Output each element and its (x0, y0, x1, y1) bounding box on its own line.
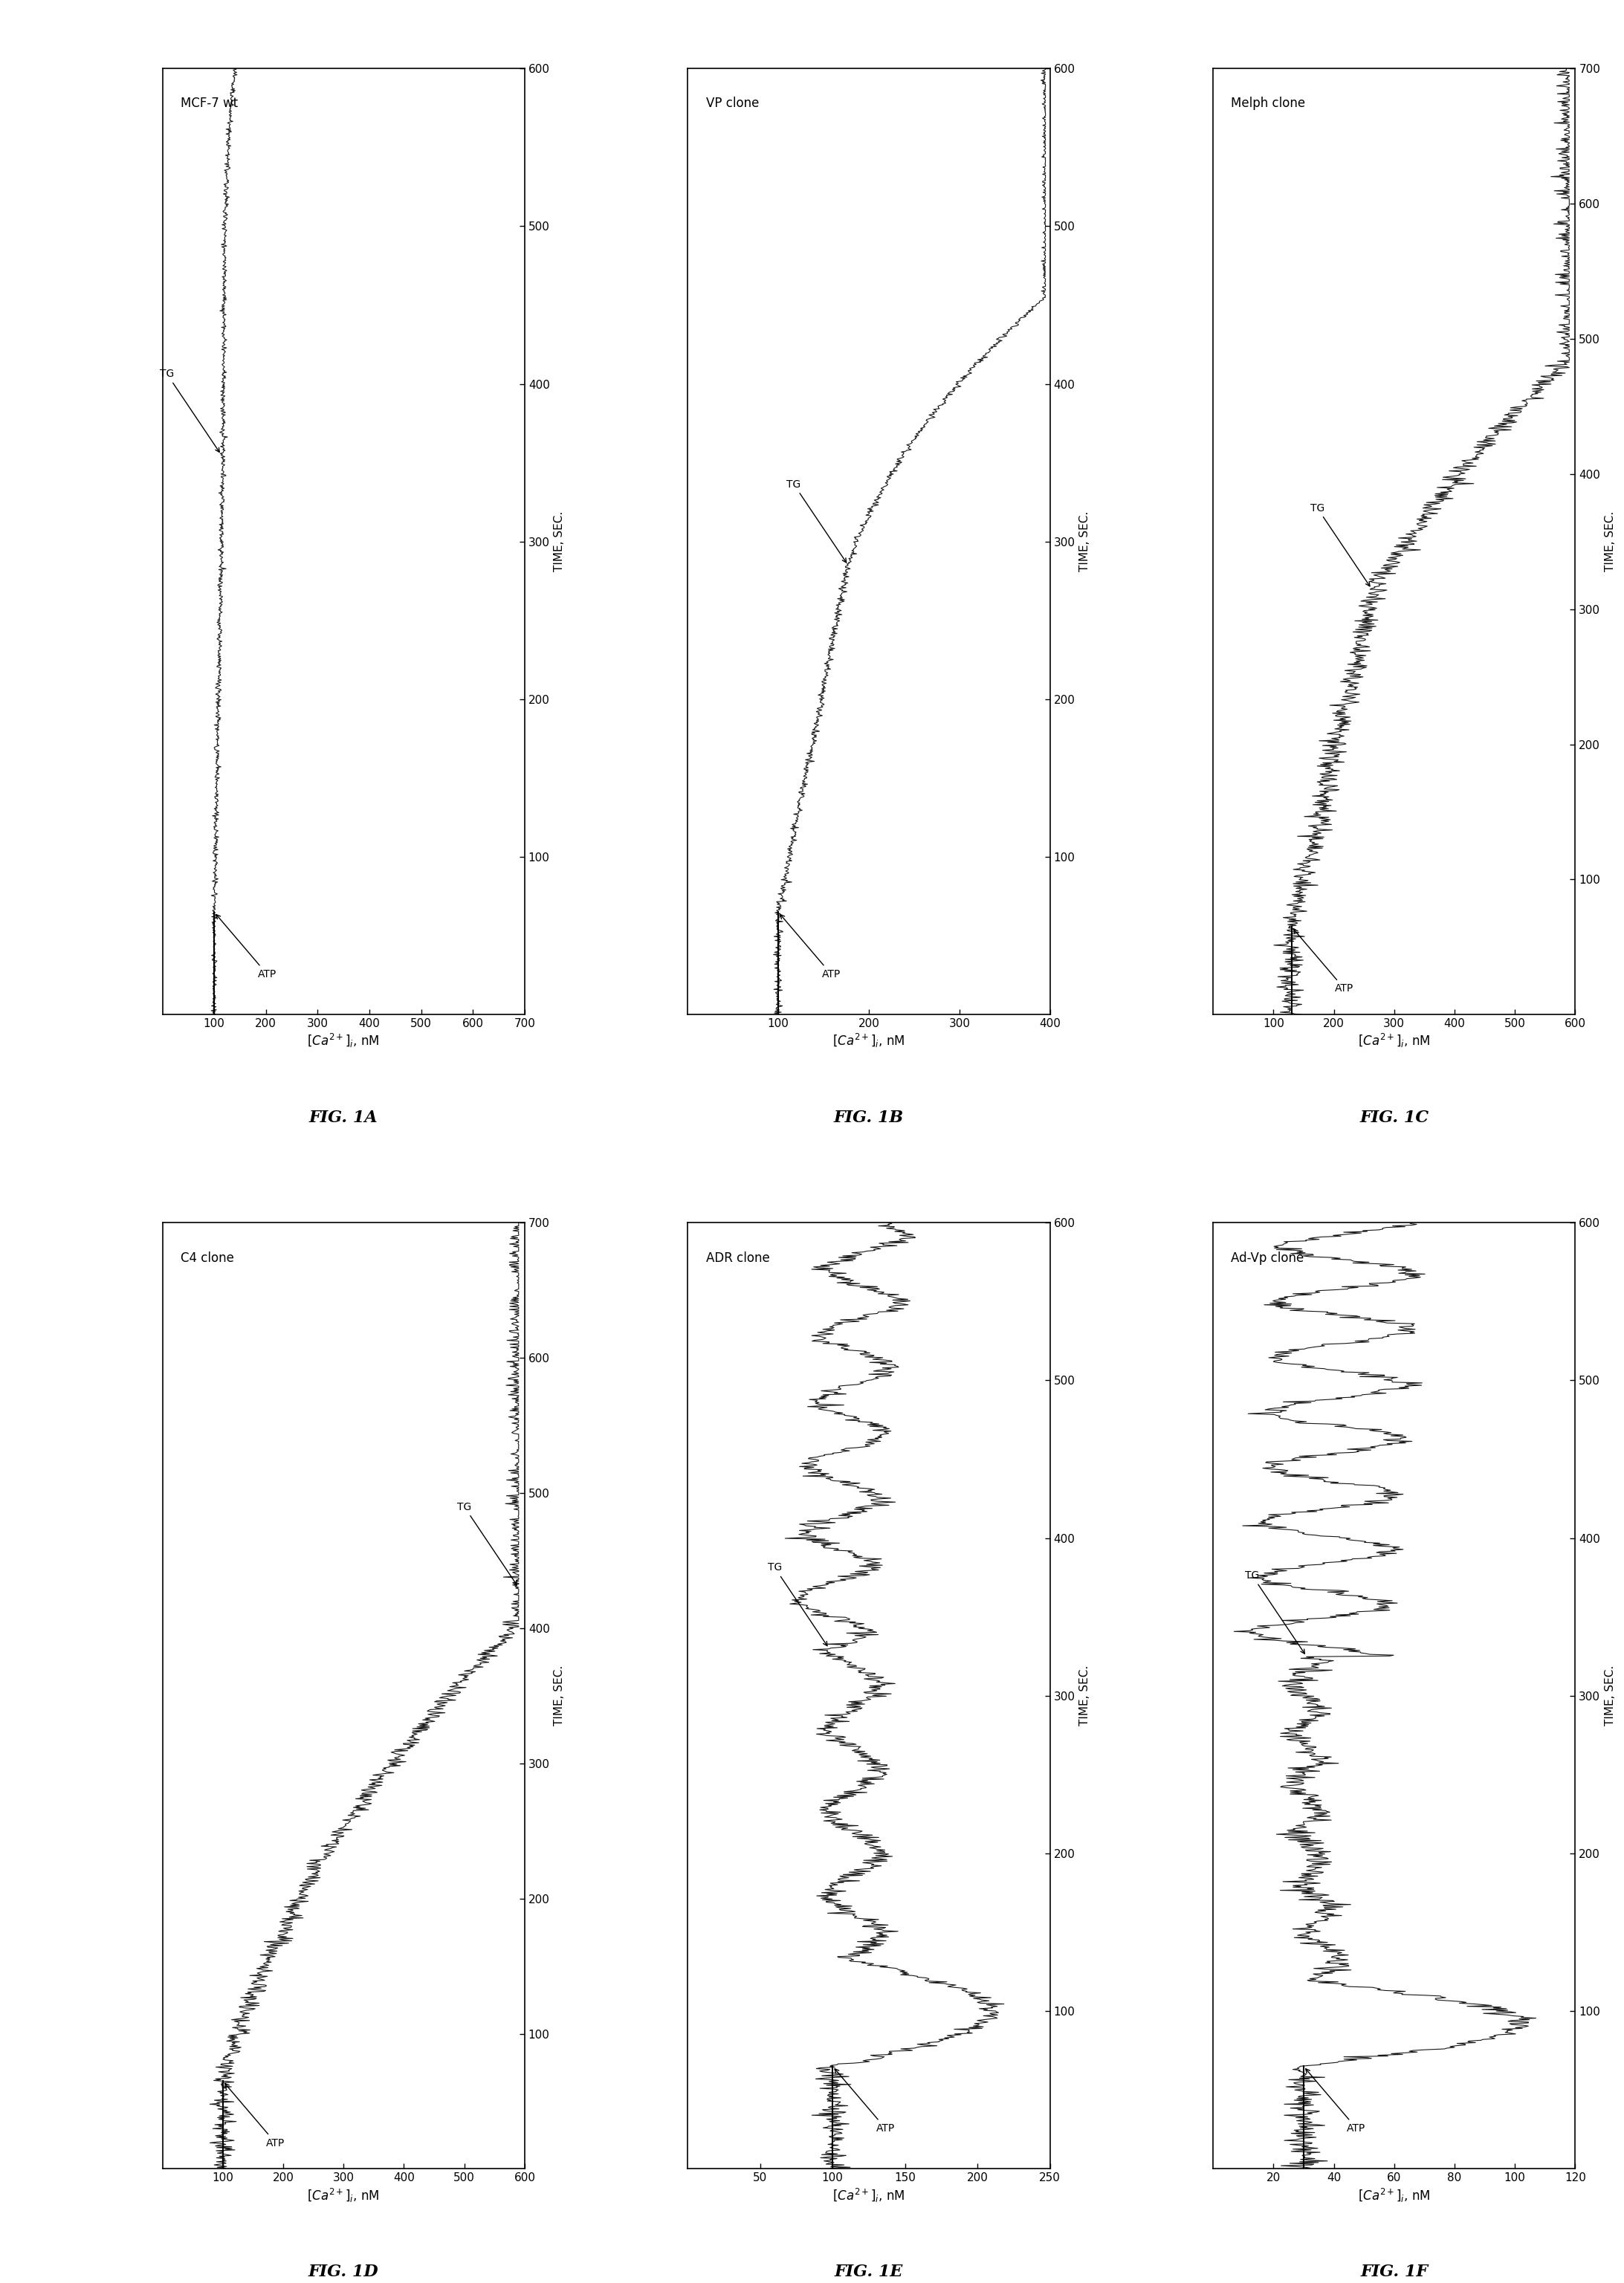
Y-axis label: TIME, SEC.: TIME, SEC. (554, 1667, 565, 1726)
Text: TG: TG (768, 1562, 827, 1646)
Text: ATP: ATP (1294, 929, 1354, 993)
Text: ATP: ATP (835, 2068, 895, 2135)
Text: Ad-Vp clone: Ad-Vp clone (1231, 1251, 1304, 1265)
Text: TG: TG (1311, 502, 1369, 587)
Text: ATP: ATP (216, 915, 276, 979)
Text: ATP: ATP (224, 2084, 286, 2148)
X-axis label: $[Ca^{2+}]_i$, nM: $[Ca^{2+}]_i$, nM (307, 2187, 380, 2203)
Text: TG: TG (159, 370, 219, 452)
Text: MCF-7 wt: MCF-7 wt (180, 96, 237, 110)
Y-axis label: TIME, SEC.: TIME, SEC. (1080, 1667, 1090, 1726)
Text: FIG. 1E: FIG. 1E (835, 2262, 903, 2281)
X-axis label: $[Ca^{2+}]_i$, nM: $[Ca^{2+}]_i$, nM (307, 1032, 380, 1050)
Text: TG: TG (1246, 1571, 1304, 1653)
Text: ADR clone: ADR clone (706, 1251, 770, 1265)
Y-axis label: TIME, SEC.: TIME, SEC. (1605, 511, 1616, 571)
X-axis label: $[Ca^{2+}]_i$, nM: $[Ca^{2+}]_i$, nM (833, 2187, 905, 2203)
Y-axis label: TIME, SEC.: TIME, SEC. (1605, 1667, 1616, 1726)
Text: C4 clone: C4 clone (180, 1251, 234, 1265)
X-axis label: $[Ca^{2+}]_i$, nM: $[Ca^{2+}]_i$, nM (1358, 2187, 1431, 2203)
Text: FIG. 1B: FIG. 1B (833, 1110, 905, 1126)
X-axis label: $[Ca^{2+}]_i$, nM: $[Ca^{2+}]_i$, nM (833, 1032, 905, 1050)
Text: VP clone: VP clone (706, 96, 758, 110)
Y-axis label: TIME, SEC.: TIME, SEC. (554, 511, 565, 571)
Text: FIG. 1F: FIG. 1F (1361, 2262, 1427, 2281)
Text: Melph clone: Melph clone (1231, 96, 1306, 110)
Text: FIG. 1A: FIG. 1A (309, 1110, 378, 1126)
Text: ATP: ATP (1306, 2068, 1366, 2135)
Text: FIG. 1D: FIG. 1D (309, 2262, 378, 2281)
Y-axis label: TIME, SEC.: TIME, SEC. (1080, 511, 1090, 571)
Text: FIG. 1C: FIG. 1C (1359, 1110, 1429, 1126)
Text: TG: TG (456, 1502, 516, 1584)
Text: TG: TG (786, 479, 846, 562)
X-axis label: $[Ca^{2+}]_i$, nM: $[Ca^{2+}]_i$, nM (1358, 1032, 1431, 1050)
Text: ATP: ATP (781, 915, 841, 979)
